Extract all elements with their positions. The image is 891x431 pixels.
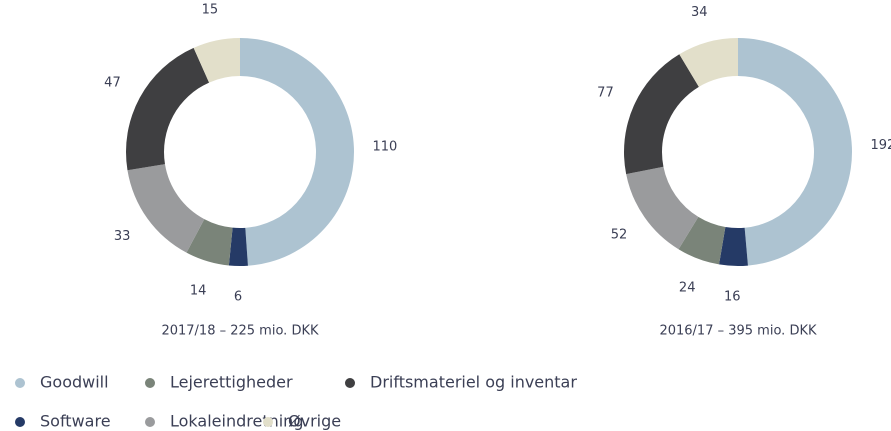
- data-label: 52: [611, 227, 628, 242]
- donut-segment: [738, 38, 852, 266]
- legend-swatch: [15, 378, 25, 388]
- legend-label: Lejerettigheder: [170, 373, 293, 392]
- legend-swatch: [145, 417, 155, 427]
- data-label: 110: [372, 139, 397, 154]
- donut-segment: [228, 227, 248, 266]
- chart-title: 2016/17 – 395 mio. DKK: [659, 324, 817, 339]
- chart-title: 2017/18 – 225 mio. DKK: [161, 324, 319, 339]
- legend-swatch: [345, 378, 355, 388]
- data-label: 24: [679, 280, 696, 295]
- legend-label: Goodwill: [40, 373, 109, 392]
- donut-segment: [240, 38, 354, 266]
- legend-label: Software: [40, 412, 111, 431]
- data-label: 192: [870, 138, 891, 153]
- data-label: 6: [234, 289, 242, 304]
- donut-segment: [678, 216, 726, 265]
- data-label: 16: [724, 289, 741, 304]
- donut-segment: [193, 38, 240, 83]
- legend-swatch: [263, 417, 273, 427]
- legend-label: Driftsmateriel og inventar: [370, 373, 577, 392]
- donut-segment: [186, 219, 233, 266]
- legend-label: Lokaleindretning: [170, 412, 303, 431]
- donut-segment: [719, 226, 748, 266]
- legend-swatch: [15, 417, 25, 427]
- data-label: 33: [114, 229, 131, 244]
- data-label: 14: [190, 283, 207, 298]
- donut-segment: [626, 166, 699, 250]
- data-label: 77: [597, 86, 614, 101]
- donut-segment: [126, 47, 210, 171]
- legend-swatch: [145, 378, 155, 388]
- data-label: 15: [202, 3, 219, 18]
- donut-segment: [624, 54, 699, 175]
- data-label: 47: [104, 76, 121, 91]
- donut-segment: [127, 164, 205, 253]
- donut-segment: [679, 38, 738, 87]
- data-label: 34: [691, 5, 708, 20]
- legend-label: Øvrige: [288, 412, 341, 431]
